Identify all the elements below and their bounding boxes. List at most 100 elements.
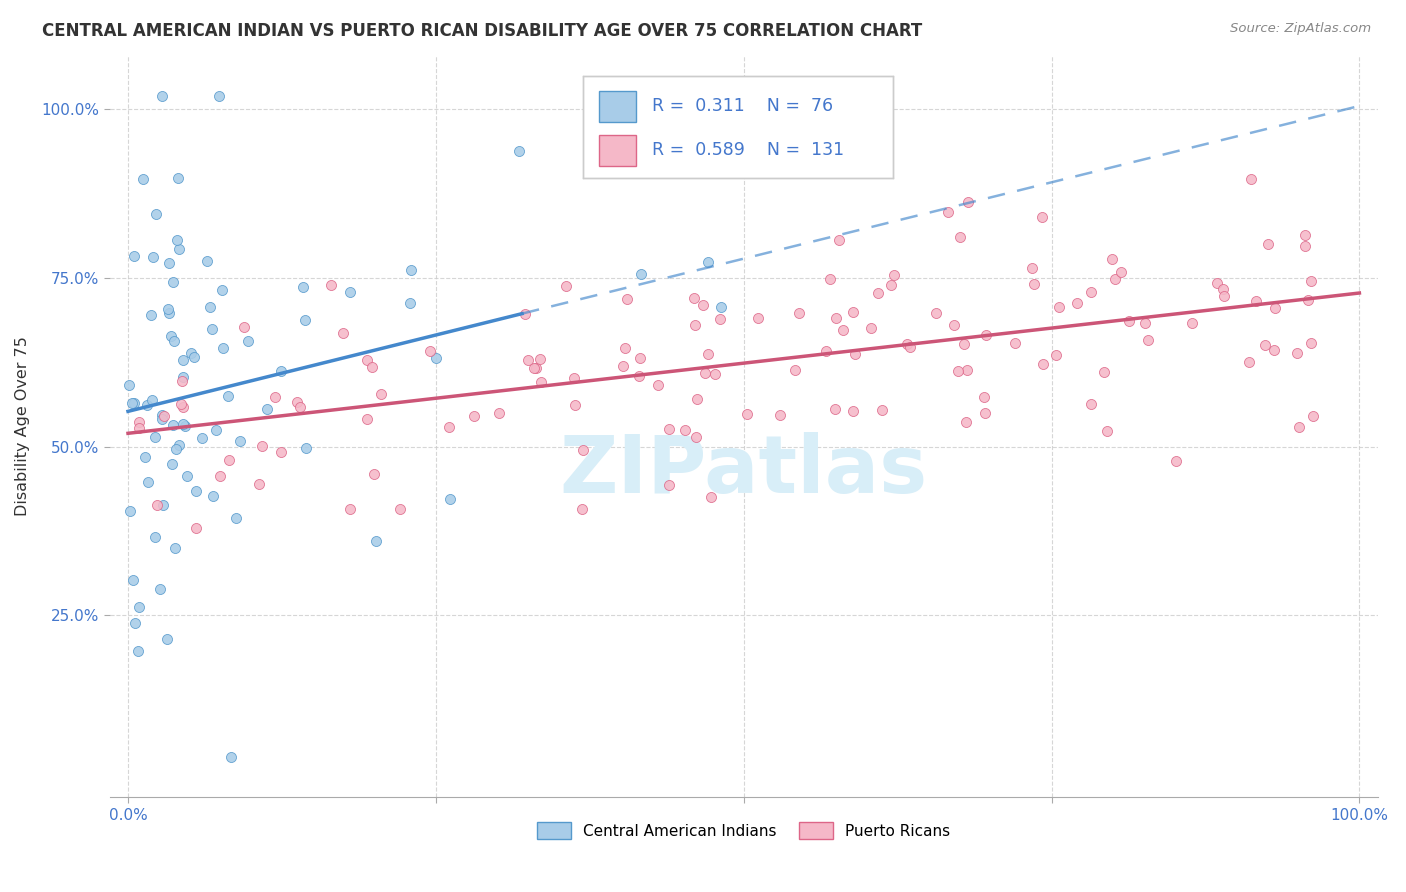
Point bbox=[128, 415, 150, 429]
Point bbox=[463, 409, 485, 424]
Point bbox=[1111, 265, 1133, 279]
Point bbox=[169, 438, 191, 452]
Point bbox=[172, 370, 194, 384]
Point bbox=[201, 489, 224, 503]
Point bbox=[685, 392, 707, 407]
Point bbox=[339, 502, 361, 516]
Point bbox=[1244, 293, 1267, 308]
Point bbox=[685, 318, 707, 333]
Point bbox=[270, 364, 292, 378]
Point bbox=[157, 256, 180, 270]
Point bbox=[141, 393, 163, 408]
Point bbox=[118, 378, 141, 392]
Point bbox=[1294, 238, 1316, 252]
Point bbox=[205, 423, 228, 437]
Point bbox=[152, 498, 174, 512]
Point bbox=[167, 171, 190, 186]
Point bbox=[572, 442, 595, 457]
Point bbox=[842, 404, 865, 418]
Point bbox=[211, 283, 233, 297]
Point bbox=[508, 144, 530, 158]
Point bbox=[152, 88, 174, 103]
Point bbox=[1092, 365, 1115, 379]
Point bbox=[165, 442, 187, 456]
Point bbox=[143, 530, 166, 544]
Point bbox=[488, 406, 510, 420]
Point bbox=[288, 401, 311, 415]
Point bbox=[170, 397, 193, 411]
Point bbox=[956, 363, 979, 377]
Point bbox=[1137, 333, 1160, 347]
Point bbox=[198, 300, 221, 314]
Point bbox=[1104, 271, 1126, 285]
Point bbox=[356, 352, 378, 367]
Point bbox=[1301, 274, 1323, 288]
Point bbox=[195, 253, 218, 268]
Point bbox=[956, 195, 979, 210]
Point bbox=[1095, 425, 1118, 439]
Point bbox=[264, 390, 287, 404]
Point bbox=[628, 351, 651, 365]
Point bbox=[229, 434, 252, 448]
Point bbox=[831, 323, 853, 337]
Point bbox=[285, 395, 308, 409]
Point bbox=[218, 453, 240, 467]
Point bbox=[1263, 343, 1285, 357]
Point bbox=[319, 277, 342, 292]
Point bbox=[704, 367, 727, 381]
Point bbox=[693, 367, 716, 381]
Point bbox=[709, 312, 731, 326]
Point bbox=[209, 468, 232, 483]
Point bbox=[294, 313, 316, 327]
Point bbox=[554, 279, 576, 293]
Point bbox=[683, 291, 706, 305]
Point bbox=[166, 233, 188, 247]
Point bbox=[128, 599, 150, 614]
FancyBboxPatch shape bbox=[599, 91, 636, 122]
Point bbox=[747, 311, 769, 326]
Point bbox=[131, 171, 153, 186]
Point bbox=[122, 573, 145, 587]
Text: R =  0.311    N =  76: R = 0.311 N = 76 bbox=[651, 97, 832, 115]
Point bbox=[419, 344, 441, 359]
Point bbox=[247, 476, 270, 491]
Point bbox=[122, 396, 145, 410]
Point bbox=[896, 336, 918, 351]
Point bbox=[121, 395, 143, 409]
Point bbox=[217, 389, 239, 403]
Point bbox=[142, 250, 165, 264]
Point bbox=[1032, 357, 1054, 371]
Point bbox=[612, 359, 634, 373]
Point bbox=[399, 296, 422, 310]
Point bbox=[783, 363, 806, 377]
Point bbox=[118, 503, 141, 517]
Point bbox=[212, 341, 235, 355]
Point bbox=[360, 359, 382, 374]
Point bbox=[270, 445, 292, 459]
Point bbox=[157, 306, 180, 320]
Point bbox=[696, 346, 718, 360]
Point bbox=[146, 499, 169, 513]
Point bbox=[1021, 261, 1043, 276]
Point bbox=[167, 242, 190, 256]
Point bbox=[1045, 348, 1067, 362]
Point bbox=[149, 582, 172, 597]
Point bbox=[880, 278, 903, 293]
Point bbox=[787, 305, 810, 319]
Point bbox=[700, 490, 723, 504]
Point bbox=[828, 233, 851, 247]
Point bbox=[673, 423, 696, 437]
Point bbox=[883, 268, 905, 283]
Point bbox=[139, 308, 162, 322]
Point bbox=[628, 368, 651, 383]
Point bbox=[191, 431, 214, 445]
Point bbox=[630, 267, 652, 281]
Point bbox=[1264, 301, 1286, 315]
Point bbox=[425, 351, 447, 366]
Point bbox=[363, 467, 385, 481]
Point bbox=[184, 484, 207, 499]
Point bbox=[696, 255, 718, 269]
Point bbox=[710, 301, 733, 315]
Point bbox=[1031, 211, 1053, 225]
Point bbox=[163, 541, 186, 556]
